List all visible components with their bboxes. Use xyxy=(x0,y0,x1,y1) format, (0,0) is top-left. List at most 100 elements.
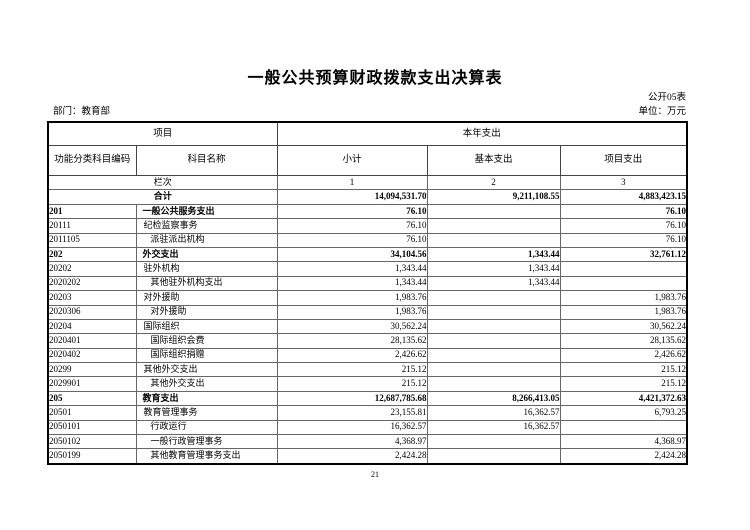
row-subtotal-cell: 28,135.62 xyxy=(276,333,428,349)
total-row: 合计 14,094,531.70 9,211,108.55 4,883,423.… xyxy=(47,189,688,205)
table-row: 20111 纪检监察事务 76.10 76.10 xyxy=(47,218,688,234)
row-code-cell: 20111 xyxy=(47,218,137,234)
row-code-cell: 2050199 xyxy=(47,448,137,465)
row-basic-cell xyxy=(426,376,561,392)
row-project-cell: 32,761.12 xyxy=(559,246,688,263)
table-row: 202 外交支出 34,104.56 1,343.44 32,761.12 xyxy=(47,246,688,263)
column-index-2: 2 xyxy=(426,174,561,191)
row-basic-cell xyxy=(426,318,561,335)
row-subtotal-cell: 76.10 xyxy=(276,232,428,248)
header-current-year: 本年支出 xyxy=(276,121,688,146)
row-name-cell: 驻外机构 xyxy=(135,261,278,277)
row-project-cell: 2,426.62 xyxy=(559,347,688,364)
row-subtotal-cell: 1,343.44 xyxy=(276,261,428,277)
row-project-cell xyxy=(559,261,688,277)
total-project: 4,883,423.15 xyxy=(559,189,688,205)
row-basic-cell xyxy=(426,232,561,248)
row-code-cell: 20203 xyxy=(47,290,137,306)
row-code-cell: 202 xyxy=(47,246,137,263)
row-name-cell: 行政运行 xyxy=(135,419,278,436)
row-basic-cell xyxy=(426,333,561,349)
total-subtotal: 14,094,531.70 xyxy=(276,189,428,205)
row-project-cell: 6,793.25 xyxy=(559,405,688,421)
row-subtotal-cell: 30,562.24 xyxy=(276,318,428,335)
row-project-cell: 76.10 xyxy=(559,232,688,248)
row-basic-cell xyxy=(426,304,561,320)
unit-label: 单位：万元 xyxy=(638,107,686,117)
row-subtotal-cell: 12,687,785.68 xyxy=(276,390,428,407)
row-name-cell: 对外援助 xyxy=(135,304,278,320)
row-name-cell: 国际组织会费 xyxy=(135,333,278,349)
table-row: 2050101 行政运行 16,362.57 16,362.57 xyxy=(47,419,688,436)
row-code-cell: 2050101 xyxy=(47,419,137,436)
row-name-cell: 其他驻外机构支出 xyxy=(135,275,278,292)
table-row: 2020306 对外援助 1,983.76 1,983.76 xyxy=(47,304,688,320)
column-index-3: 3 xyxy=(559,174,688,191)
header-project: 项目 xyxy=(47,121,278,146)
row-subtotal-cell: 215.12 xyxy=(276,376,428,392)
row-code-cell: 2020402 xyxy=(47,347,137,364)
meta-line: 部门：教育部 单位：万元 xyxy=(53,103,686,117)
row-project-cell: 4,421,372.63 xyxy=(559,390,688,407)
row-project-cell xyxy=(559,275,688,292)
header-col-code: 功能分类科目编码 xyxy=(47,145,137,176)
row-subtotal-cell: 1,983.76 xyxy=(276,304,428,320)
page-number: 21 xyxy=(371,470,379,479)
table-row: 2020401 国际组织会费 28,135.62 28,135.62 xyxy=(47,333,688,349)
row-code-cell: 2011105 xyxy=(47,232,137,248)
row-basic-cell: 1,343.44 xyxy=(426,261,561,277)
column-index-row: 栏次 1 2 3 xyxy=(47,174,688,191)
row-code-cell: 20299 xyxy=(47,362,137,378)
table-row: 20203 对外援助 1,983.76 1,983.76 xyxy=(47,290,688,306)
row-code-cell: 201 xyxy=(47,203,137,220)
row-subtotal-cell: 76.10 xyxy=(276,203,428,220)
row-basic-cell xyxy=(426,434,561,450)
row-subtotal-cell: 76.10 xyxy=(276,218,428,234)
department-label: 部门：教育部 xyxy=(53,107,111,117)
row-basic-cell: 1,343.44 xyxy=(426,275,561,292)
row-code-cell: 205 xyxy=(47,390,137,407)
budget-table: 项目 本年支出 功能分类科目编码 科目名称 小计 基本支出 项目支出 栏次 1 … xyxy=(47,121,689,465)
row-subtotal-cell: 23,155.81 xyxy=(276,405,428,421)
row-name-cell: 派驻派出机构 xyxy=(135,232,278,248)
row-project-cell: 30,562.24 xyxy=(559,318,688,335)
row-subtotal-cell: 1,983.76 xyxy=(276,290,428,306)
row-code-cell: 2029901 xyxy=(47,376,137,392)
row-name-cell: 其他外交支出 xyxy=(135,376,278,392)
row-basic-cell: 16,362.57 xyxy=(426,419,561,436)
row-project-cell: 76.10 xyxy=(559,218,688,234)
row-project-cell: 76.10 xyxy=(559,203,688,220)
table-row: 2020402 国际组织捐赠 2,426.62 2,426.62 xyxy=(47,347,688,364)
table-row: 20204 国际组织 30,562.24 30,562.24 xyxy=(47,318,688,335)
row-project-cell: 215.12 xyxy=(559,362,688,378)
row-project-cell: 1,983.76 xyxy=(559,290,688,306)
header-col-subtotal: 小计 xyxy=(276,145,428,176)
table-row: 205 教育支出 12,687,785.68 8,266,413.05 4,421,37… xyxy=(47,390,688,407)
row-name-cell: 国际组织捐赠 xyxy=(135,347,278,364)
row-code-cell: 2020202 xyxy=(47,275,137,292)
row-basic-cell xyxy=(426,218,561,234)
table-header-row-2: 功能分类科目编码 科目名称 小计 基本支出 项目支出 xyxy=(47,145,688,176)
header-col-name: 科目名称 xyxy=(135,145,278,176)
table-row: 2050102 一般行政管理事务 4,368.97 4,368.97 xyxy=(47,434,688,450)
row-basic-cell: 1,343.44 xyxy=(426,246,561,263)
row-code-cell: 2020401 xyxy=(47,333,137,349)
row-subtotal-cell: 4,368.97 xyxy=(276,434,428,450)
row-subtotal-cell: 1,343.44 xyxy=(276,275,428,292)
table-code-label: 公开05表 xyxy=(647,93,686,103)
row-name-cell: 教育管理事务 xyxy=(135,405,278,421)
column-index-label: 栏次 xyxy=(47,174,278,191)
row-code-cell: 20202 xyxy=(47,261,137,277)
table-header-row-1: 项目 本年支出 xyxy=(47,121,688,146)
page-title: 一般公共预算财政拨款支出决算表 xyxy=(247,70,503,87)
total-label: 合计 xyxy=(47,189,278,205)
table-row: 2020202 其他驻外机构支出 1,343.44 1,343.44 xyxy=(47,275,688,292)
row-basic-cell xyxy=(426,347,561,364)
column-index-1: 1 xyxy=(276,174,428,191)
row-project-cell: 28,135.62 xyxy=(559,333,688,349)
row-basic-cell xyxy=(426,290,561,306)
row-name-cell: 其他外交支出 xyxy=(135,362,278,378)
table-row: 20501 教育管理事务 23,155.81 16,362.57 6,793.25 xyxy=(47,405,688,421)
row-name-cell: 国际组织 xyxy=(135,318,278,335)
